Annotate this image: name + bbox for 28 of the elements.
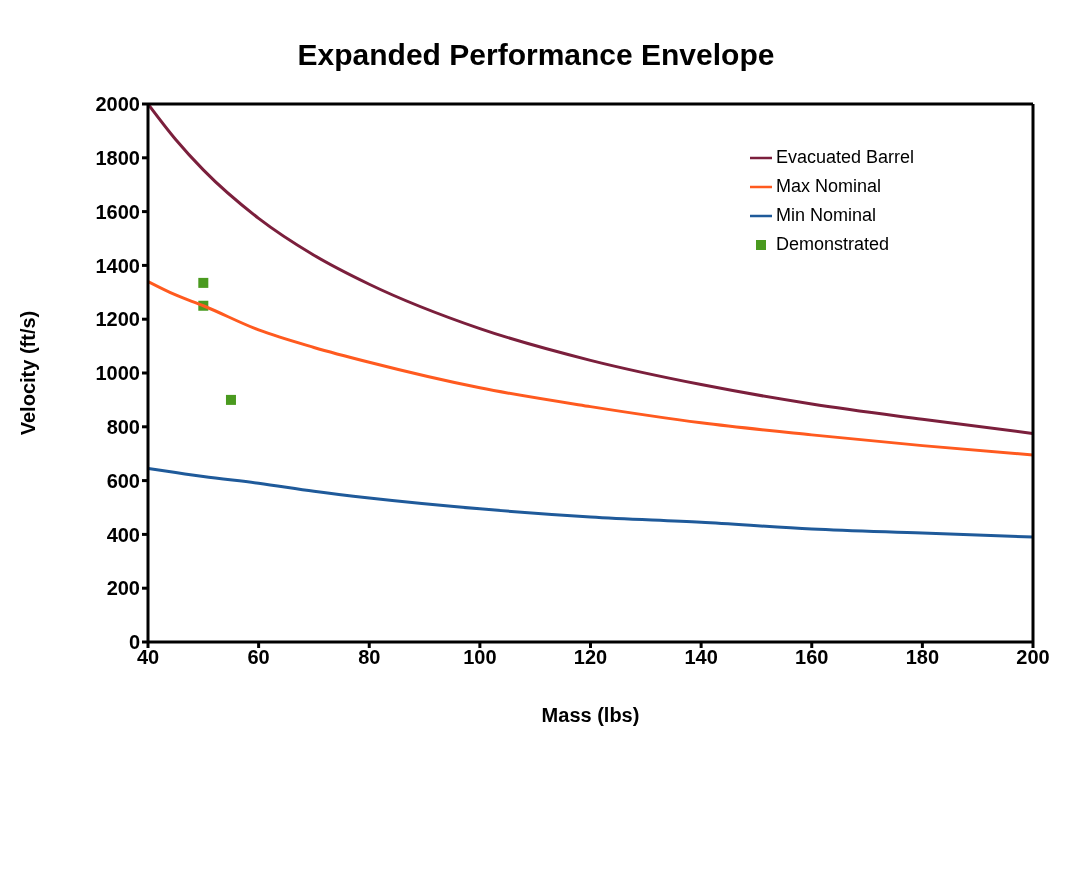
y-tick-label: 1800 [95, 146, 140, 169]
x-tick-label: 120 [573, 646, 608, 669]
x-tick-label: 140 [684, 646, 718, 669]
legend-label: Evacuated Barrel [775, 146, 914, 169]
chart-title: Expanded Performance Envelope [296, 37, 776, 73]
x-tick-label: 200 [1016, 646, 1050, 669]
y-tick-label: 0 [128, 631, 140, 654]
y-tick-label: 400 [106, 523, 140, 546]
line-series [148, 467, 1033, 539]
x-tick-label: 180 [905, 646, 940, 669]
legend-label: Demonstrated [775, 233, 889, 256]
y-tick-label: 800 [106, 415, 140, 438]
y-tick-label: 1200 [95, 308, 140, 331]
line-series [148, 280, 1033, 457]
x-axis-title: Mass (lbs) [541, 704, 640, 726]
y-tick-label: 200 [106, 577, 140, 600]
x-tick-label: 160 [795, 646, 829, 669]
y-tick-label: 1600 [95, 200, 140, 223]
x-tick-label: 80 [358, 646, 381, 669]
y-tick-label: 600 [106, 469, 140, 492]
y-tick-label: 1400 [95, 254, 140, 277]
legend-label: Min Nominal [775, 204, 876, 227]
legend-label: Max Nominal [775, 175, 881, 198]
y-axis-title: Velocity (ft/s) [17, 310, 40, 436]
x-tick-label: 60 [247, 646, 270, 669]
x-tick-label: 100 [463, 646, 497, 669]
y-tick-label: 2000 [95, 93, 140, 116]
y-tick-label: 1000 [95, 362, 140, 385]
